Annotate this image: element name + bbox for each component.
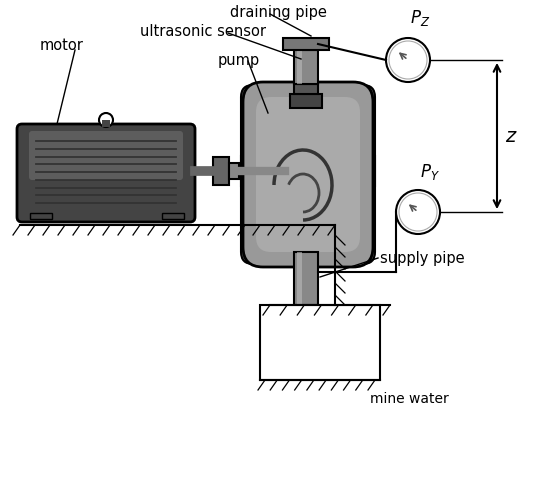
Text: $P_Y$: $P_Y$ [420,162,440,182]
Text: motor: motor [40,37,84,52]
Bar [294,84,318,94]
Bar [229,163,239,179]
Bar [297,252,302,305]
Text: pump: pump [218,52,260,68]
Bar [30,213,52,219]
Text: draining pipe: draining pipe [230,5,327,21]
FancyBboxPatch shape [29,131,183,180]
Text: $z$: $z$ [505,127,518,145]
Circle shape [399,193,437,231]
FancyBboxPatch shape [17,124,195,222]
Circle shape [386,38,430,82]
FancyBboxPatch shape [241,85,375,264]
Circle shape [99,113,113,127]
Bar [260,305,380,380]
Bar [283,38,329,50]
Bar [297,50,302,84]
Bar [290,94,322,108]
Bar [102,120,110,127]
Bar [241,156,261,186]
Bar [294,252,318,305]
FancyBboxPatch shape [256,97,360,252]
Text: mine water: mine water [370,392,449,406]
Bar [355,156,375,186]
Bar [162,213,184,219]
Text: $P_Z$: $P_Z$ [410,8,430,28]
Circle shape [396,190,440,234]
Bar [294,50,318,84]
Text: supply pipe: supply pipe [380,251,465,265]
Text: ultrasonic sensor: ultrasonic sensor [140,24,266,39]
FancyBboxPatch shape [243,82,373,267]
Bar [213,157,229,185]
Circle shape [389,41,427,79]
